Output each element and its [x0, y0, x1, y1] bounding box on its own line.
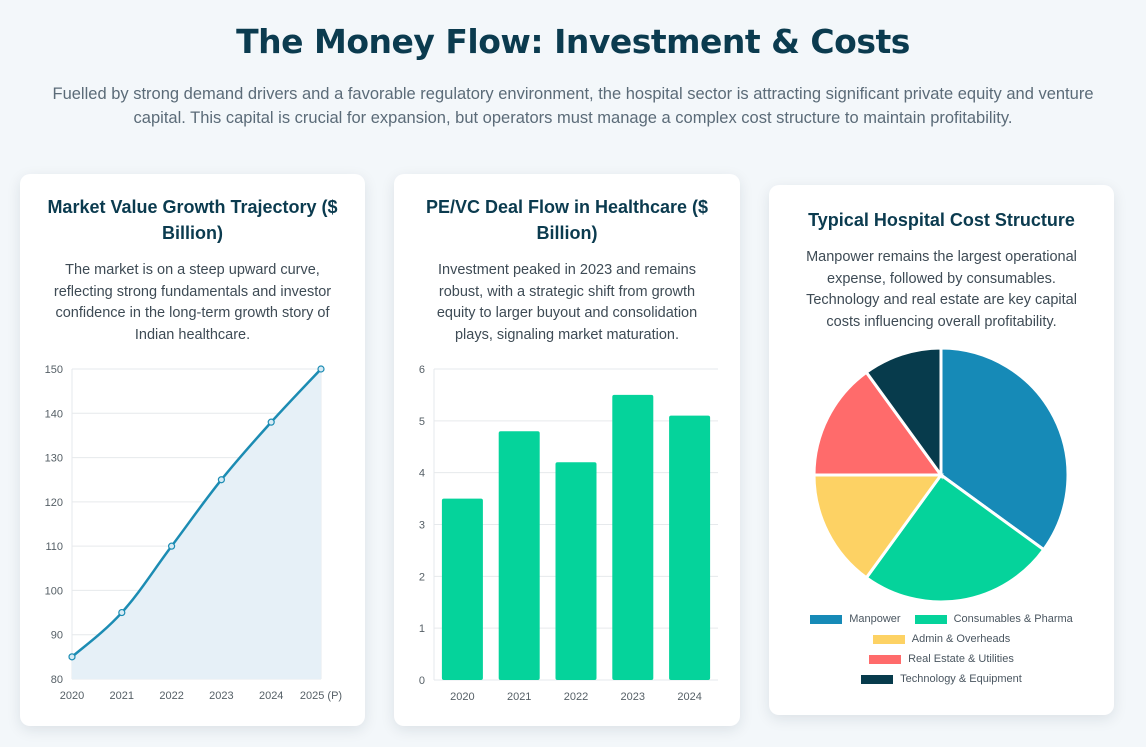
x-tick-label: 2023	[621, 691, 645, 703]
x-tick-label: 2020	[60, 690, 84, 702]
pie-slice-consumables-pharma	[864, 472, 1046, 603]
series-line	[71, 368, 322, 658]
y-tick-label: 80	[51, 674, 63, 686]
y-tick-label: 3	[419, 520, 425, 532]
x-tick-label: 2023	[209, 690, 233, 702]
page-title: The Money Flow: Investment & Costs	[236, 22, 910, 61]
y-tick-label: 5	[419, 416, 425, 428]
y-tick-label: 0	[419, 675, 425, 687]
x-tick-label: 2022	[159, 690, 183, 702]
data-point	[68, 653, 76, 661]
x-tick-label: 2021	[507, 691, 531, 703]
market-value-card: Market Value Growth Trajectory ($ Billio…	[20, 174, 365, 726]
data-point	[317, 365, 325, 373]
deal-flow-card: PE/VC Deal Flow in Healthcare ($ Billion…	[394, 174, 740, 726]
x-tick-label: 2025 (P)	[300, 690, 342, 702]
x-tick-label: 2021	[110, 690, 134, 702]
legend-swatch	[861, 674, 894, 684]
legend-swatch	[914, 614, 947, 624]
data-point	[267, 418, 275, 426]
y-tick-label: 1	[419, 623, 425, 635]
x-tick-label: 2024	[677, 691, 701, 703]
pie-slice-real-estate-utilities	[812, 370, 944, 477]
legend-swatch	[872, 634, 905, 644]
cost-structure-title: Typical Hospital Cost Structure	[808, 210, 1075, 230]
legend-label: Admin & Overheads	[911, 633, 1011, 645]
data-point	[217, 476, 225, 484]
y-tick-label: 110	[45, 541, 63, 553]
legend-label: Real Estate & Utilities	[908, 653, 1014, 665]
y-tick-label: 120	[45, 497, 63, 509]
market-value-chart: 80 90 100 110 120 130 140 150 2020 2021 2022 2023 20…	[45, 364, 342, 702]
y-tick-label: 130	[45, 453, 63, 465]
y-tick-label: 2	[419, 571, 425, 583]
data-point	[118, 608, 126, 617]
cost-structure-chart	[812, 346, 1070, 603]
market-value-description: The market is on a steep upward curve, r…	[53, 262, 332, 343]
cost-structure-legend: Manpower Consumables & Pharma Admin & Over…	[769, 609, 1114, 689]
deal-flow-title: PE/VC Deal Flow in Healthcare ($ Billion…	[425, 197, 709, 243]
legend-item[interactable]: Manpower	[810, 613, 901, 625]
area-fill	[72, 369, 321, 679]
y-tick-label: 6	[419, 364, 425, 376]
bar-2020	[441, 498, 483, 680]
cost-structure-description: Manpower remains the largest operational…	[806, 249, 1077, 330]
bar-2021	[498, 431, 540, 680]
deal-flow-description: Investment peaked in 2023 and remains ro…	[436, 262, 698, 343]
x-tick-label: 2020	[450, 691, 474, 703]
x-tick-label: 2024	[259, 690, 283, 702]
pie-slice-technology-equipment	[864, 346, 943, 480]
legend-item[interactable]: Real Estate & Utilities	[869, 653, 1014, 665]
y-tick-label: 90	[51, 630, 63, 642]
bar-2024	[669, 415, 711, 680]
bar-2023	[612, 394, 654, 680]
legend-label: Consumables & Pharma	[953, 613, 1073, 625]
y-tick-label: 140	[45, 408, 63, 420]
page-subtitle: Fuelled by strong demand drivers and a f…	[52, 85, 1094, 127]
pie-slice-manpower	[939, 346, 1070, 552]
bar-2022	[555, 462, 597, 680]
legend-item[interactable]: Admin & Overheads	[872, 633, 1011, 645]
y-tick-label: 100	[45, 585, 63, 597]
pie-slice-admin-overheads	[812, 473, 944, 580]
legend-item[interactable]: Technology & Equipment	[861, 673, 1022, 685]
legend-swatch	[810, 614, 843, 624]
x-tick-label: 2022	[564, 691, 588, 703]
cost-structure-card: Typical Hospital Cost Structure Manpower…	[769, 185, 1114, 715]
data-point	[168, 542, 176, 550]
legend-swatch	[869, 654, 902, 664]
legend-label: Technology & Equipment	[900, 673, 1022, 685]
legend-item[interactable]: Consumables & Pharma	[914, 613, 1073, 625]
y-tick-label: 4	[419, 468, 425, 480]
y-tick-label: 150	[45, 364, 63, 376]
deal-flow-chart: 0 1 2 3 4 5 6 2020 2021 2022 2023 2024	[419, 364, 718, 703]
market-value-title: Market Value Growth Trajectory ($ Billio…	[47, 197, 338, 243]
legend-label: Manpower	[849, 613, 901, 625]
